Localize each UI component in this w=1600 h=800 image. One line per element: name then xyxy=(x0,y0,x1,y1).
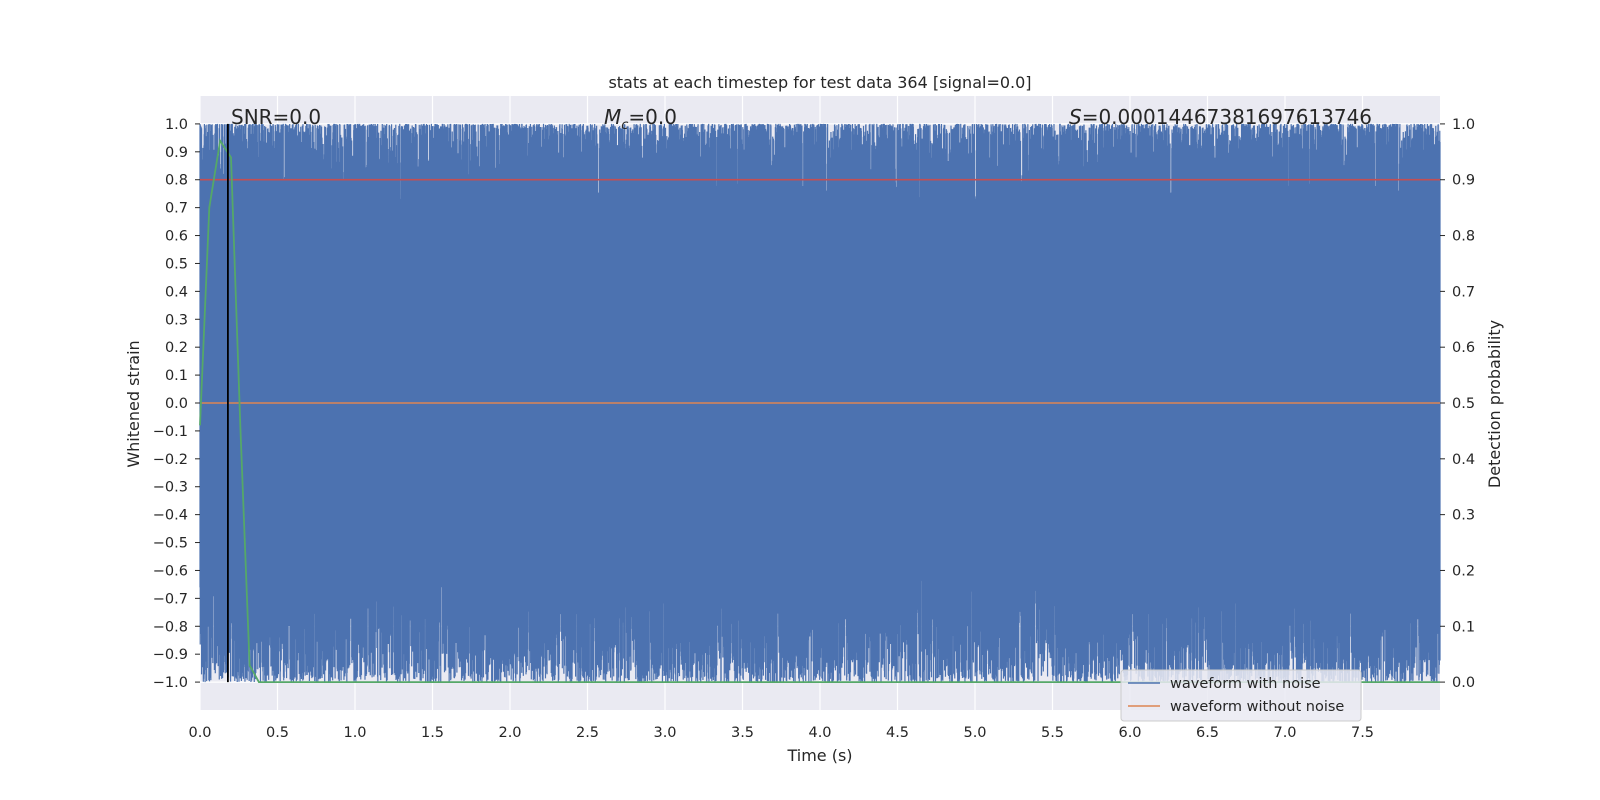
overlay-layer xyxy=(199,123,1440,683)
y-tick-label: 0.8 xyxy=(165,173,188,189)
x-tick-label: 1.0 xyxy=(343,725,366,741)
legend-box xyxy=(1120,669,1362,722)
x-tick-label: 5.0 xyxy=(963,725,986,741)
y-tick-label: −0.5 xyxy=(153,536,188,552)
snr-annotation: SNR=0.0 xyxy=(231,105,321,129)
y-right-tick-label: 0.0 xyxy=(1452,675,1475,691)
y-tick-label: −0.8 xyxy=(153,619,188,635)
x-tick-label: 2.0 xyxy=(498,725,521,741)
y-right-tick-label: 0.5 xyxy=(1452,396,1475,412)
y-tick-label: −0.2 xyxy=(153,452,188,468)
legend-label-noise: waveform with noise xyxy=(1170,676,1321,692)
y-tick-label: −1.0 xyxy=(153,675,188,691)
mc-value: =0.0 xyxy=(628,105,677,129)
x-ticks: 0.0 0.5 1.0 1.5 2.0 2.5 3.0 3.5 4.0 4.5 5.0 5.5 6.0 6… xyxy=(188,725,1374,741)
y-tick-label: 0.4 xyxy=(165,284,188,300)
y-tick-label: −0.9 xyxy=(153,647,188,663)
y-tick-label: 0.7 xyxy=(165,201,188,217)
x-tick-label: 0.0 xyxy=(188,725,211,741)
y-tick-label: 0.1 xyxy=(165,368,188,384)
x-tick-label: 3.0 xyxy=(653,725,676,741)
y-tick-label: −0.1 xyxy=(153,424,188,440)
x-tick-label: 6.0 xyxy=(1118,725,1141,741)
s-symbol: S xyxy=(1069,105,1082,129)
y-right-tick-label: 0.1 xyxy=(1452,619,1475,635)
chirp-mass-annotation: Mc=0.0 xyxy=(604,105,677,133)
y-tick-label: 0.2 xyxy=(165,340,188,356)
x-tick-label: 6.5 xyxy=(1196,725,1219,741)
y-right-tick-label: 0.2 xyxy=(1452,563,1475,579)
y-tick-label: −0.4 xyxy=(153,508,188,524)
y-right-tick-label: 0.8 xyxy=(1452,229,1475,245)
y-tick-label: 0.0 xyxy=(165,396,188,412)
y-right-tick-label: 0.7 xyxy=(1452,284,1475,300)
mc-subscript: c xyxy=(621,118,628,133)
legend-label-clean: waveform without noise xyxy=(1170,699,1344,715)
s-value: =0.00014467381697613746 xyxy=(1082,105,1372,129)
y-axis-label-right: Detection probability xyxy=(1485,320,1504,488)
y-right-tick-label: 0.3 xyxy=(1452,508,1475,524)
y-right-tick-label: 1.0 xyxy=(1452,117,1475,133)
noise-waveform-layer xyxy=(199,123,1441,683)
y-right-tick-label: 0.6 xyxy=(1452,340,1475,356)
x-tick-label: 2.5 xyxy=(576,725,599,741)
y-ticks-left: 1.0 0.9 0.8 0.7 0.6 0.5 0.4 0.3 0.2 0.1 0.0 −0.1 −0.… xyxy=(153,117,200,691)
y-tick-label: 1.0 xyxy=(165,117,188,133)
x-tick-label: 4.0 xyxy=(808,725,831,741)
legend: waveform with noise waveform without noi… xyxy=(1120,669,1362,722)
y-tick-label: −0.7 xyxy=(153,591,188,607)
waveform-with-noise-line xyxy=(199,123,1441,683)
x-tick-label: 7.0 xyxy=(1273,725,1296,741)
chart-title: stats at each timestep for test data 364… xyxy=(608,73,1031,92)
x-tick-label: 5.5 xyxy=(1041,725,1064,741)
y-right-tick-label: 0.4 xyxy=(1452,452,1475,468)
x-tick-label: 7.5 xyxy=(1351,725,1374,741)
y-tick-label: −0.6 xyxy=(153,563,188,579)
detection-probability-line xyxy=(199,138,1440,683)
x-tick-label: 3.5 xyxy=(731,725,754,741)
s-annotation: S=0.00014467381697613746 xyxy=(1069,105,1372,129)
x-tick-label: 0.5 xyxy=(266,725,289,741)
y-tick-label: 0.6 xyxy=(165,229,188,245)
mc-symbol: M xyxy=(604,105,621,129)
y-tick-label: 0.5 xyxy=(165,256,188,272)
y-axis-label-left: Whitened strain xyxy=(124,340,143,467)
y-ticks-right: 1.0 0.9 0.8 0.7 0.6 0.5 0.4 0.3 0.2 0.1 0.0 xyxy=(1440,117,1475,691)
y-tick-label: 0.9 xyxy=(165,145,188,161)
y-tick-label: −0.3 xyxy=(153,480,188,496)
x-axis-label: Time (s) xyxy=(786,746,852,765)
x-tick-label: 4.5 xyxy=(886,725,909,741)
x-tick-label: 1.5 xyxy=(421,725,444,741)
y-right-tick-label: 0.9 xyxy=(1452,173,1475,189)
y-tick-label: 0.3 xyxy=(165,312,188,328)
